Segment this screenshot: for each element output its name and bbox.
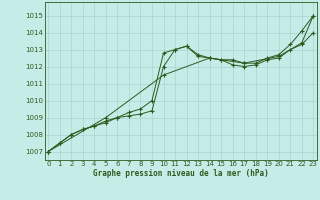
- X-axis label: Graphe pression niveau de la mer (hPa): Graphe pression niveau de la mer (hPa): [93, 169, 269, 178]
